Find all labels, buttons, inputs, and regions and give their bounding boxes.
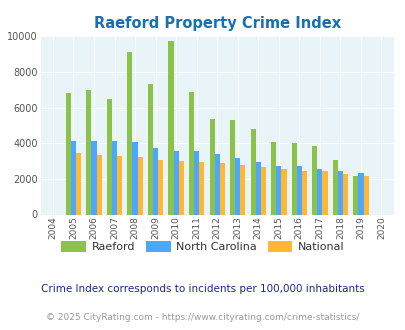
Bar xyxy=(311,146,317,214)
Bar xyxy=(358,173,362,214)
Bar xyxy=(158,160,163,214)
Bar xyxy=(66,93,71,214)
Bar xyxy=(234,158,240,215)
Bar xyxy=(301,171,306,214)
Bar xyxy=(76,153,81,214)
Bar xyxy=(281,169,286,214)
Bar xyxy=(86,90,91,214)
Bar xyxy=(132,142,137,214)
Bar xyxy=(271,142,275,214)
Text: Crime Index corresponds to incidents per 100,000 inhabitants: Crime Index corresponds to incidents per… xyxy=(41,284,364,294)
Bar xyxy=(352,176,358,214)
Bar xyxy=(209,119,214,214)
Legend: Raeford, North Carolina, National: Raeford, North Carolina, National xyxy=(57,237,348,257)
Bar xyxy=(194,151,199,214)
Bar xyxy=(260,167,265,214)
Bar xyxy=(199,162,204,214)
Bar xyxy=(240,165,245,214)
Bar xyxy=(153,148,158,214)
Bar xyxy=(230,120,234,214)
Bar xyxy=(117,156,122,214)
Bar xyxy=(362,176,368,214)
Bar xyxy=(188,91,194,214)
Bar xyxy=(322,171,327,214)
Bar xyxy=(112,141,117,214)
Bar xyxy=(275,166,281,214)
Bar xyxy=(168,41,173,214)
Bar xyxy=(214,154,219,214)
Bar xyxy=(255,162,260,214)
Text: © 2025 CityRating.com - https://www.cityrating.com/crime-statistics/: © 2025 CityRating.com - https://www.city… xyxy=(46,313,359,322)
Bar xyxy=(137,157,143,214)
Bar xyxy=(71,142,76,214)
Bar xyxy=(147,84,153,214)
Bar xyxy=(337,171,342,214)
Bar xyxy=(296,166,301,214)
Bar xyxy=(342,175,347,215)
Bar xyxy=(178,161,183,214)
Bar xyxy=(219,163,224,214)
Bar xyxy=(107,99,112,214)
Bar xyxy=(173,151,178,214)
Bar xyxy=(332,160,337,214)
Bar xyxy=(91,141,96,214)
Bar xyxy=(127,52,132,214)
Title: Raeford Property Crime Index: Raeford Property Crime Index xyxy=(94,16,340,31)
Bar xyxy=(291,143,296,214)
Bar xyxy=(250,129,255,214)
Bar xyxy=(96,155,101,214)
Bar xyxy=(317,169,322,214)
